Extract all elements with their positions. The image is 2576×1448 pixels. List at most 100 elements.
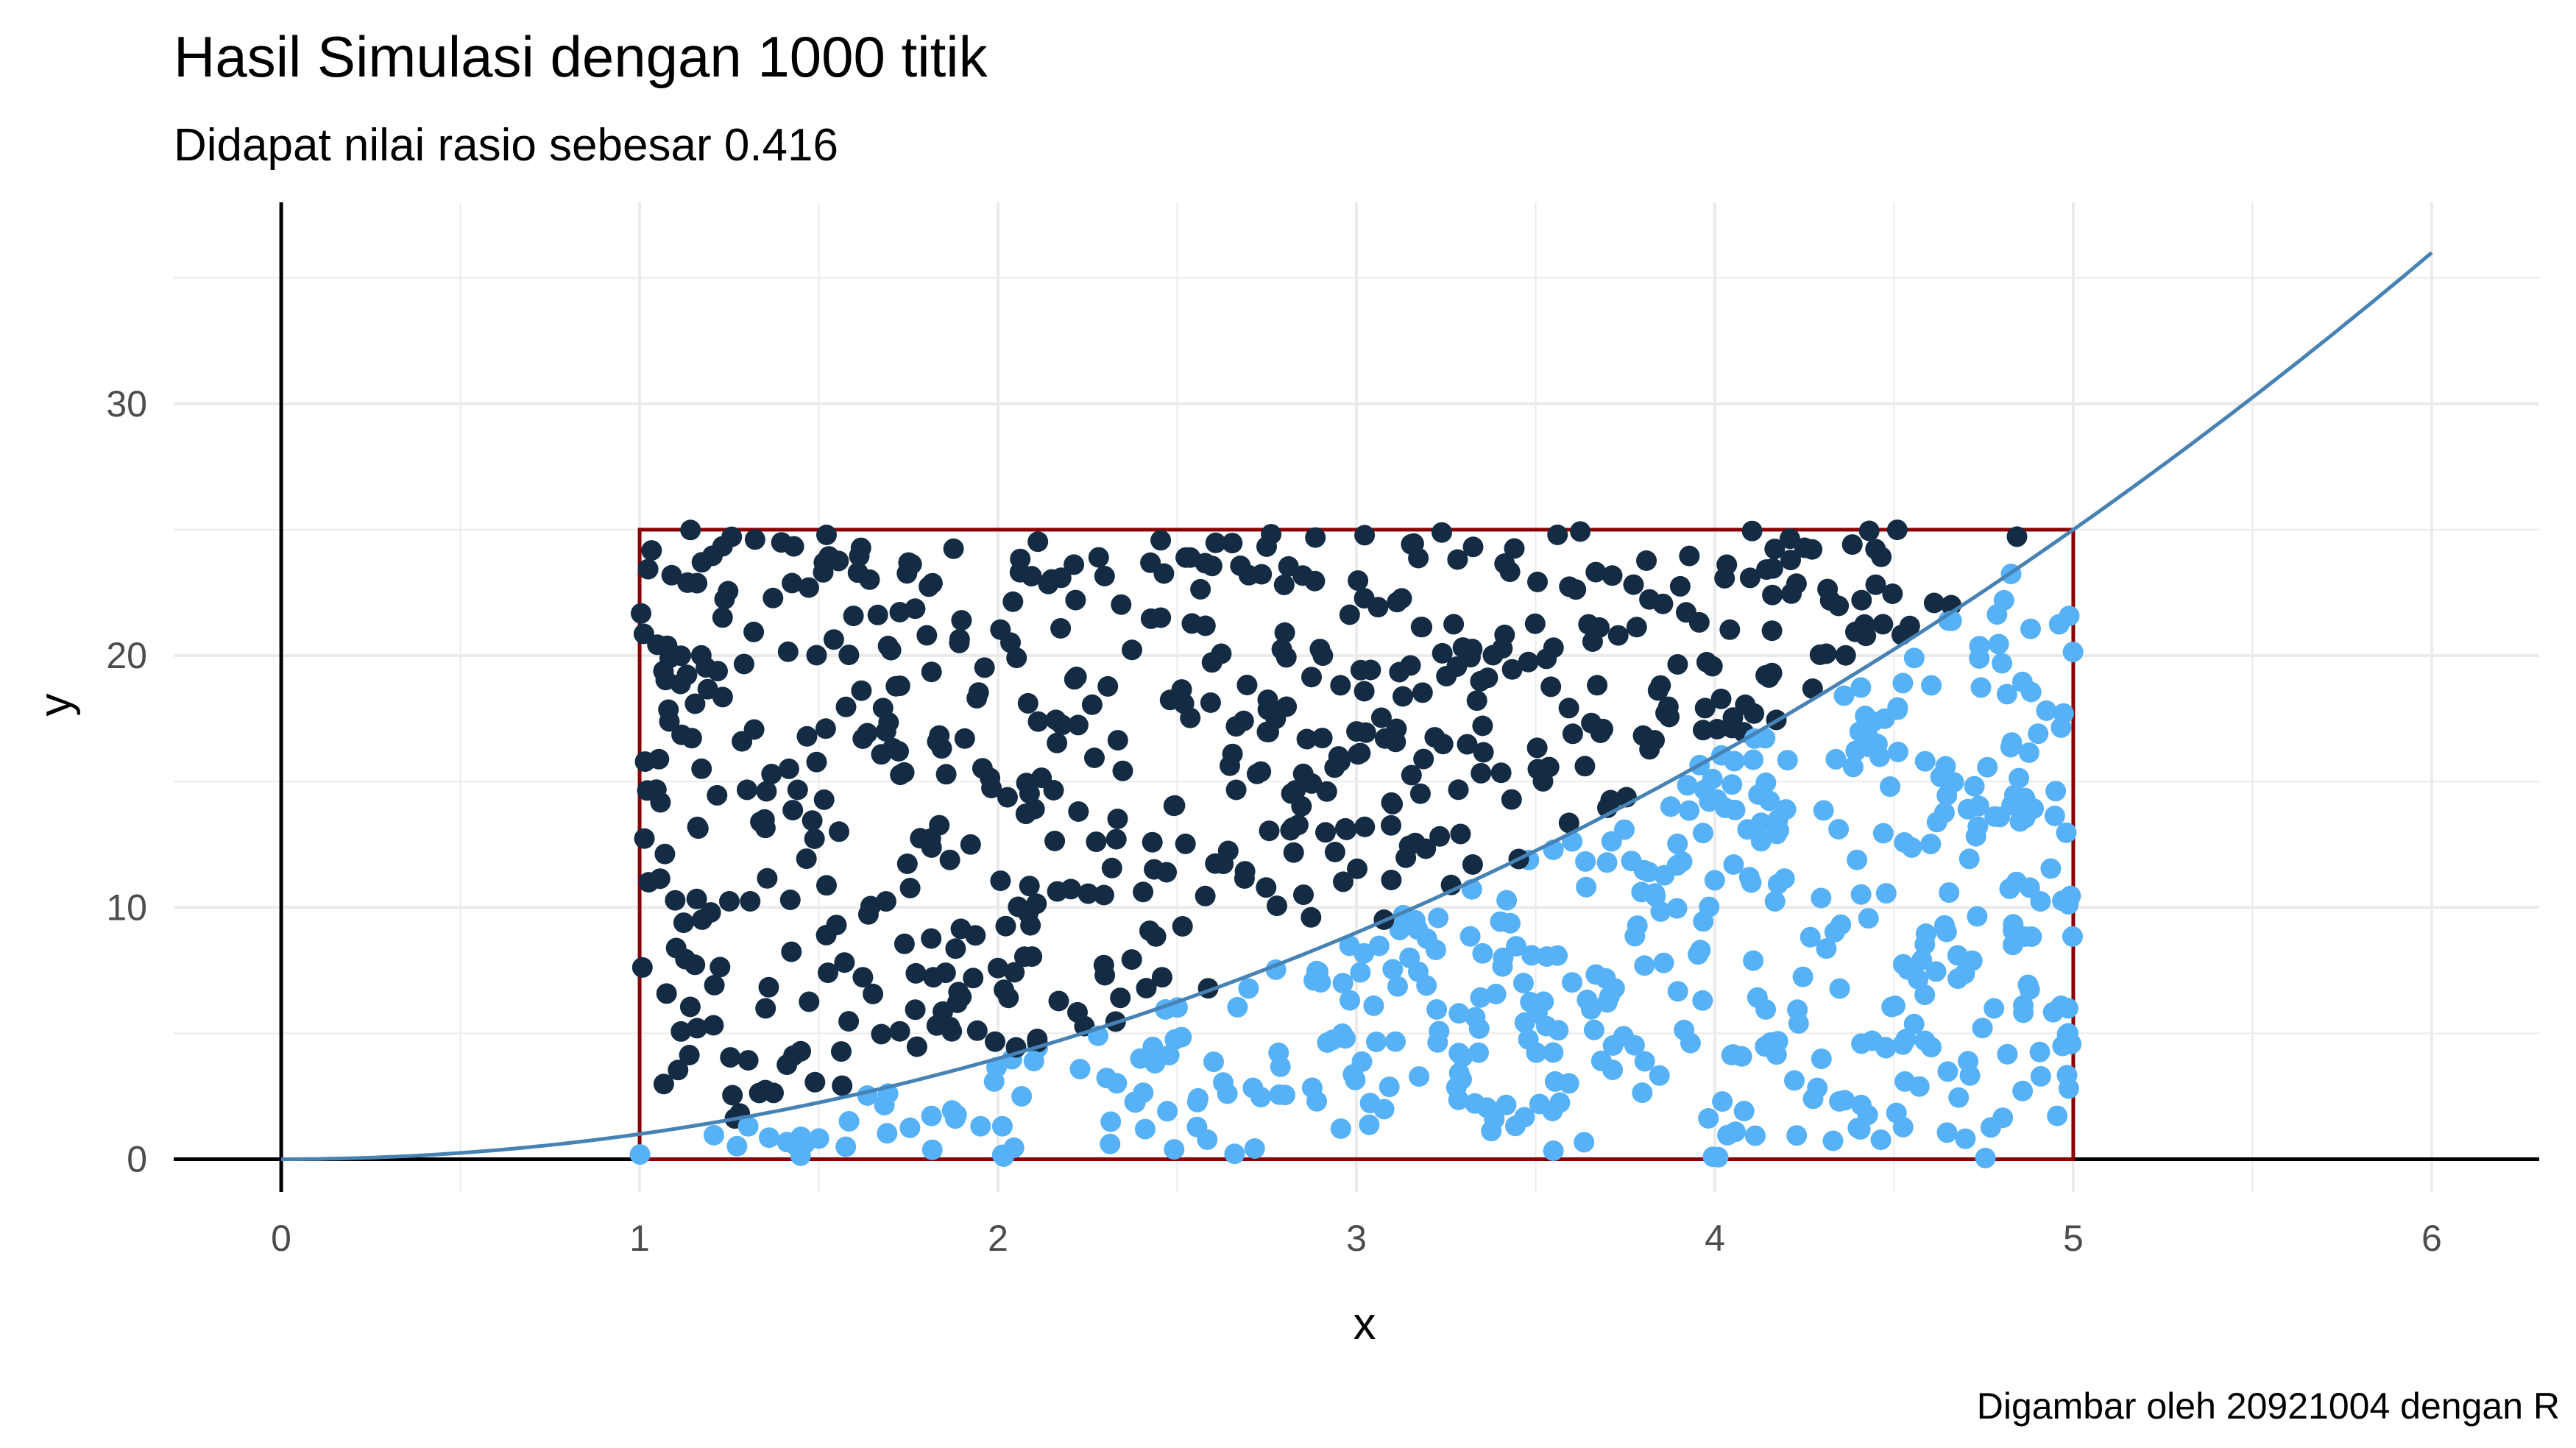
point-above-curve [834, 952, 855, 973]
point-above-curve [1360, 659, 1381, 681]
point-below-curve [1521, 945, 1543, 966]
point-above-curve [712, 536, 733, 557]
point-above-curve [1872, 614, 1894, 635]
point-above-curve [1393, 686, 1413, 707]
point-below-curve [1908, 969, 1929, 990]
point-below-curve [726, 1135, 748, 1157]
point-below-curve [1671, 851, 1693, 872]
point-below-curve [1875, 883, 1897, 904]
point-below-curve [1975, 1147, 1996, 1168]
point-below-curve [1925, 961, 1947, 982]
point-above-curve [1623, 574, 1644, 595]
y-axis-label: y [30, 694, 81, 717]
point-below-curve [2060, 885, 2081, 906]
point-above-curve [1457, 734, 1478, 755]
point-below-curve [1576, 876, 1597, 898]
point-above-curve [658, 699, 679, 720]
point-above-curve [763, 1082, 784, 1104]
point-below-curve [2056, 1065, 2078, 1086]
point-below-curve [1330, 1118, 1351, 1139]
point-below-curve [1614, 819, 1635, 840]
point-below-curve [1306, 1090, 1328, 1112]
point-below-curve [1514, 1107, 1535, 1128]
point-below-curve [1492, 956, 1513, 977]
point-below-curve [1308, 961, 1329, 982]
point-below-curve [1275, 1085, 1295, 1106]
point-above-curve [1094, 965, 1116, 986]
point-above-curve [1382, 793, 1404, 814]
point-above-curve [737, 1050, 759, 1071]
point-above-curve [889, 602, 910, 622]
point-above-curve [1432, 522, 1452, 543]
point-above-curve [755, 998, 776, 1019]
point-above-curve [863, 983, 884, 1004]
point-above-curve [1305, 527, 1326, 548]
point-above-curve [1540, 676, 1562, 698]
point-above-curve [1200, 692, 1221, 713]
point-above-curve [905, 999, 926, 1021]
point-above-curve [1355, 722, 1376, 743]
point-below-curve [1359, 1093, 1381, 1114]
point-below-curve [1724, 750, 1745, 772]
point-below-curve [1164, 1139, 1185, 1160]
point-below-curve [1692, 823, 1713, 844]
point-above-curve [670, 1021, 692, 1042]
point-above-curve [910, 828, 931, 849]
point-below-curve [2001, 732, 2023, 753]
point-above-curve [802, 810, 823, 831]
point-above-curve [1088, 547, 1109, 568]
curve-y-equals-x-squared [281, 251, 2433, 1161]
point-above-curve [1094, 566, 1115, 586]
point-below-curve [1011, 1086, 1033, 1107]
point-above-curve [948, 982, 969, 1003]
point-below-curve [2036, 700, 2057, 721]
point-above-curve [1333, 871, 1354, 892]
point-above-curve [998, 987, 1019, 1009]
point-above-curve [1858, 520, 1880, 542]
point-below-curve [1802, 1088, 1824, 1110]
point-below-curve [794, 1133, 815, 1154]
point-above-curve [1065, 589, 1086, 611]
point-below-curve [1426, 999, 1448, 1020]
point-above-curve [1710, 688, 1732, 709]
point-above-curve [894, 762, 915, 783]
point-below-curve [1892, 1034, 1914, 1055]
simulation-points [629, 519, 2084, 1168]
point-above-curve [1845, 621, 1866, 642]
point-above-curve [778, 758, 799, 779]
point-above-curve [829, 821, 849, 842]
point-above-curve [691, 758, 712, 779]
point-above-curve [673, 912, 694, 934]
point-below-curve [1514, 1012, 1535, 1033]
point-below-curve [2013, 1002, 2034, 1023]
point-below-curve [1244, 1138, 1265, 1159]
point-below-curve [1811, 1048, 1832, 1070]
point-below-curve [1583, 1019, 1604, 1040]
point-above-curve [781, 941, 802, 962]
point-below-curve [1544, 1071, 1565, 1092]
point-below-curve [1409, 1066, 1430, 1087]
point-above-curve [1473, 742, 1494, 763]
point-below-curve [1506, 936, 1526, 957]
point-below-curve [1543, 1140, 1564, 1161]
point-above-curve [761, 764, 782, 784]
point-above-curve [1097, 675, 1119, 697]
point-above-curve [1923, 592, 1945, 614]
point-below-curve [1816, 938, 1837, 959]
point-above-curve [888, 741, 909, 762]
point-below-curve [2048, 614, 2070, 635]
point-above-curve [899, 878, 921, 898]
point-above-curve [1222, 533, 1243, 554]
point-above-curve [1581, 712, 1602, 734]
point-above-curve [686, 888, 707, 909]
point-below-curve [1575, 851, 1596, 872]
point-above-curve [1047, 881, 1068, 902]
point-below-curve [1903, 647, 1925, 669]
point-above-curve [1050, 567, 1072, 589]
point-above-curve [798, 577, 819, 598]
point-above-curve [665, 890, 686, 911]
point-below-curve [629, 1144, 651, 1165]
point-below-curve [1958, 848, 1980, 870]
point-above-curve [1354, 525, 1376, 546]
point-above-curve [1387, 592, 1408, 613]
